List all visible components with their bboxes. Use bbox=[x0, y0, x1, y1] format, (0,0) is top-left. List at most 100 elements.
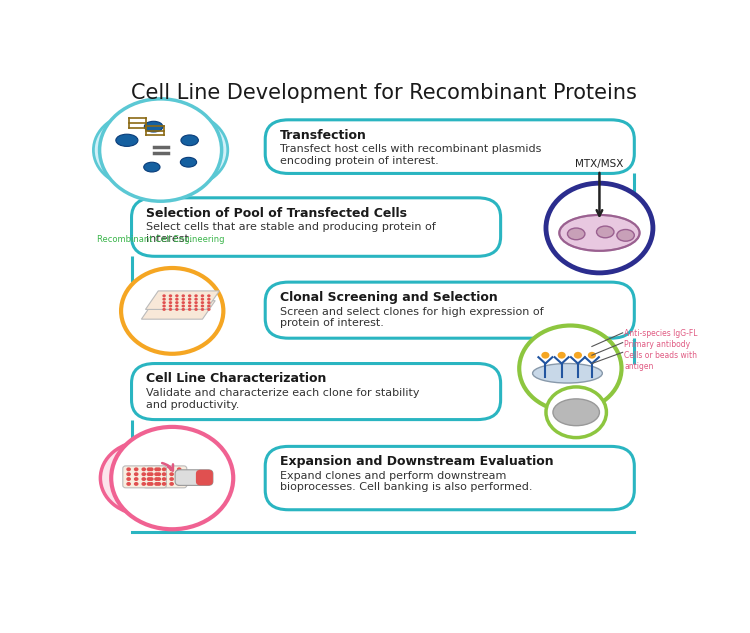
Circle shape bbox=[154, 477, 159, 481]
Circle shape bbox=[519, 325, 622, 411]
Circle shape bbox=[207, 301, 211, 304]
Circle shape bbox=[175, 294, 178, 298]
Ellipse shape bbox=[144, 162, 160, 172]
FancyBboxPatch shape bbox=[266, 446, 634, 510]
Circle shape bbox=[207, 304, 211, 308]
Text: Screen and select clones for high expression of
protein of interest.: Screen and select clones for high expres… bbox=[280, 306, 543, 328]
Circle shape bbox=[557, 352, 566, 359]
Circle shape bbox=[157, 472, 161, 476]
Circle shape bbox=[149, 467, 154, 471]
Circle shape bbox=[170, 477, 174, 481]
Circle shape bbox=[142, 472, 146, 476]
Circle shape bbox=[542, 352, 550, 359]
Circle shape bbox=[194, 308, 198, 311]
Ellipse shape bbox=[144, 122, 163, 132]
FancyBboxPatch shape bbox=[266, 120, 634, 173]
Circle shape bbox=[207, 298, 211, 301]
Circle shape bbox=[188, 298, 191, 301]
Circle shape bbox=[154, 467, 159, 471]
Circle shape bbox=[149, 477, 154, 481]
Circle shape bbox=[188, 304, 191, 308]
Circle shape bbox=[149, 472, 154, 476]
Circle shape bbox=[154, 472, 159, 476]
Circle shape bbox=[188, 294, 191, 298]
Circle shape bbox=[126, 477, 131, 481]
Circle shape bbox=[147, 482, 152, 486]
Text: Primary antibody: Primary antibody bbox=[625, 340, 691, 349]
Circle shape bbox=[546, 387, 607, 437]
Ellipse shape bbox=[553, 399, 599, 425]
Circle shape bbox=[169, 308, 172, 311]
Circle shape bbox=[162, 304, 166, 308]
FancyBboxPatch shape bbox=[196, 470, 213, 486]
Circle shape bbox=[134, 467, 139, 471]
FancyBboxPatch shape bbox=[175, 470, 213, 486]
Circle shape bbox=[162, 301, 166, 304]
FancyBboxPatch shape bbox=[266, 282, 634, 338]
Circle shape bbox=[142, 441, 231, 515]
Circle shape bbox=[207, 294, 211, 298]
Circle shape bbox=[147, 467, 152, 471]
Circle shape bbox=[194, 298, 198, 301]
Text: Select cells that are stable and producing protein of
interest.: Select cells that are stable and produci… bbox=[146, 222, 436, 244]
Circle shape bbox=[147, 477, 152, 481]
Circle shape bbox=[177, 482, 182, 486]
Polygon shape bbox=[142, 301, 215, 319]
Circle shape bbox=[134, 477, 139, 481]
Circle shape bbox=[201, 304, 204, 308]
Circle shape bbox=[574, 352, 582, 359]
Circle shape bbox=[142, 477, 146, 481]
Polygon shape bbox=[137, 312, 212, 330]
Text: antigen: antigen bbox=[625, 361, 654, 370]
Circle shape bbox=[162, 472, 166, 476]
Circle shape bbox=[188, 308, 191, 311]
Circle shape bbox=[134, 482, 139, 486]
Circle shape bbox=[162, 482, 166, 486]
Circle shape bbox=[201, 298, 204, 301]
Circle shape bbox=[169, 298, 172, 301]
Text: Recombinant Cell Engineering: Recombinant Cell Engineering bbox=[97, 235, 224, 244]
Circle shape bbox=[177, 467, 182, 471]
Text: Expansion and Downstream Evaluation: Expansion and Downstream Evaluation bbox=[280, 455, 554, 468]
Circle shape bbox=[169, 301, 172, 304]
Circle shape bbox=[140, 113, 228, 187]
Ellipse shape bbox=[616, 230, 634, 241]
Circle shape bbox=[170, 482, 174, 486]
Circle shape bbox=[170, 472, 174, 476]
FancyBboxPatch shape bbox=[131, 363, 501, 420]
Circle shape bbox=[162, 477, 166, 481]
Circle shape bbox=[194, 301, 198, 304]
Circle shape bbox=[142, 467, 146, 471]
Circle shape bbox=[142, 482, 146, 486]
Circle shape bbox=[157, 477, 161, 481]
Circle shape bbox=[201, 294, 204, 298]
Ellipse shape bbox=[181, 135, 198, 146]
Circle shape bbox=[154, 482, 159, 486]
Circle shape bbox=[157, 482, 161, 486]
Circle shape bbox=[94, 113, 182, 187]
Circle shape bbox=[157, 467, 161, 471]
Circle shape bbox=[207, 308, 211, 311]
Circle shape bbox=[177, 477, 182, 481]
Circle shape bbox=[188, 301, 191, 304]
Circle shape bbox=[175, 308, 178, 311]
Circle shape bbox=[169, 304, 172, 308]
Circle shape bbox=[147, 472, 152, 476]
Ellipse shape bbox=[116, 134, 138, 146]
Circle shape bbox=[588, 352, 596, 359]
Text: Clonal Screening and Selection: Clonal Screening and Selection bbox=[280, 291, 497, 304]
Circle shape bbox=[175, 301, 178, 304]
Text: Cell Line Development for Recombinant Proteins: Cell Line Development for Recombinant Pr… bbox=[131, 83, 638, 103]
Circle shape bbox=[162, 294, 166, 298]
Circle shape bbox=[182, 308, 185, 311]
FancyBboxPatch shape bbox=[143, 466, 187, 488]
Circle shape bbox=[201, 301, 204, 304]
Circle shape bbox=[175, 304, 178, 308]
Circle shape bbox=[100, 441, 188, 515]
Circle shape bbox=[126, 472, 131, 476]
Circle shape bbox=[182, 294, 185, 298]
FancyBboxPatch shape bbox=[123, 466, 166, 488]
FancyBboxPatch shape bbox=[131, 197, 501, 256]
Ellipse shape bbox=[596, 226, 614, 238]
Text: Validate and characterize each clone for stability
and productivity.: Validate and characterize each clone for… bbox=[146, 388, 419, 410]
